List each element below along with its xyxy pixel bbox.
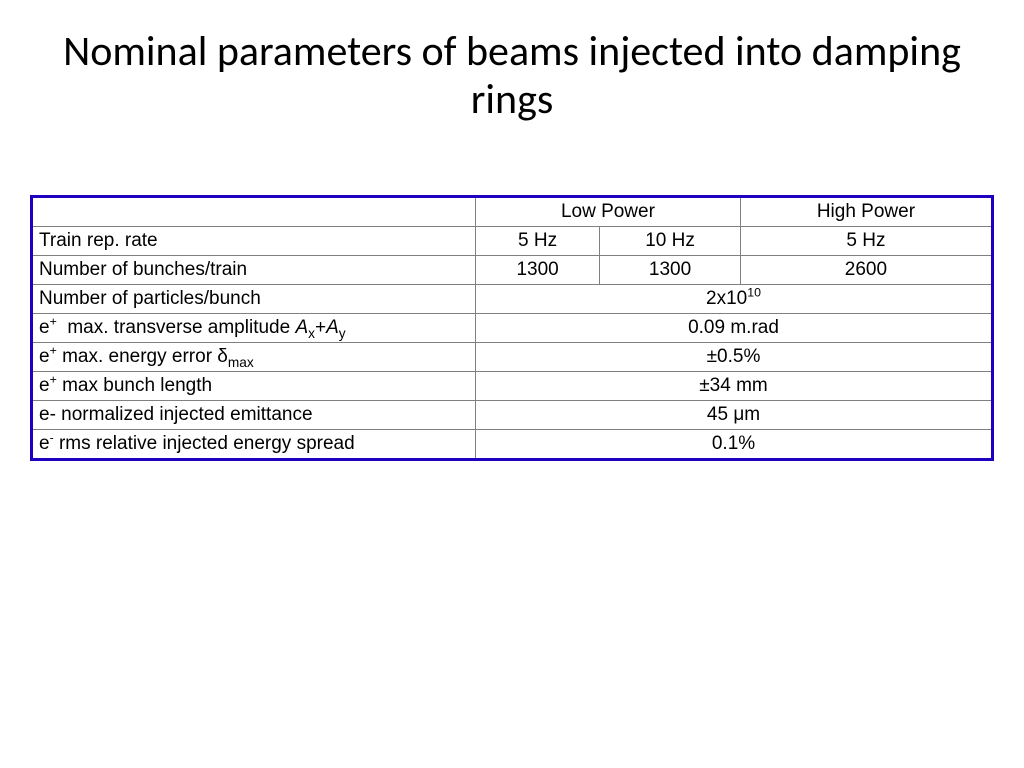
slide-title: Nominal parameters of beams injected int…: [0, 0, 1024, 135]
param-value: 2600: [740, 255, 992, 284]
param-value: 5 Hz: [476, 226, 600, 255]
table-row: e- normalized injected emittance 45 μm: [32, 400, 993, 429]
param-value: 45 μm: [476, 400, 993, 429]
table-row: Train rep. rate 5 Hz 10 Hz 5 Hz: [32, 226, 993, 255]
param-label: e+ max. energy error δmax: [32, 342, 476, 371]
table-row: e- rms relative injected energy spread 0…: [32, 429, 993, 459]
header-high-power: High Power: [740, 196, 992, 226]
param-value: 10 Hz: [600, 226, 741, 255]
parameters-table: Low Power High Power Train rep. rate 5 H…: [30, 195, 994, 461]
param-value: 0.1%: [476, 429, 993, 459]
param-label: e- rms relative injected energy spread: [32, 429, 476, 459]
header-empty: [32, 196, 476, 226]
table-row: e+ max. energy error δmax ±0.5%: [32, 342, 993, 371]
param-value: ±34 mm: [476, 371, 993, 400]
header-low-power: Low Power: [476, 196, 741, 226]
table-row: Number of particles/bunch 2x1010: [32, 284, 993, 313]
table-row: Number of bunches/train 1300 1300 2600: [32, 255, 993, 284]
table-row: e+ max bunch length ±34 mm: [32, 371, 993, 400]
param-label: e- normalized injected emittance: [32, 400, 476, 429]
param-label: Number of bunches/train: [32, 255, 476, 284]
param-value: 0.09 m.rad: [476, 313, 993, 342]
param-label: Number of particles/bunch: [32, 284, 476, 313]
param-value: 1300: [476, 255, 600, 284]
param-value: ±0.5%: [476, 342, 993, 371]
param-value: 5 Hz: [740, 226, 992, 255]
param-label: e+ max. transverse amplitude Ax+Ay: [32, 313, 476, 342]
parameters-table-container: Low Power High Power Train rep. rate 5 H…: [30, 195, 994, 461]
param-label: Train rep. rate: [32, 226, 476, 255]
table-header-row: Low Power High Power: [32, 196, 993, 226]
param-label: e+ max bunch length: [32, 371, 476, 400]
param-value: 1300: [600, 255, 741, 284]
table-row: e+ max. transverse amplitude Ax+Ay 0.09 …: [32, 313, 993, 342]
param-value: 2x1010: [476, 284, 993, 313]
